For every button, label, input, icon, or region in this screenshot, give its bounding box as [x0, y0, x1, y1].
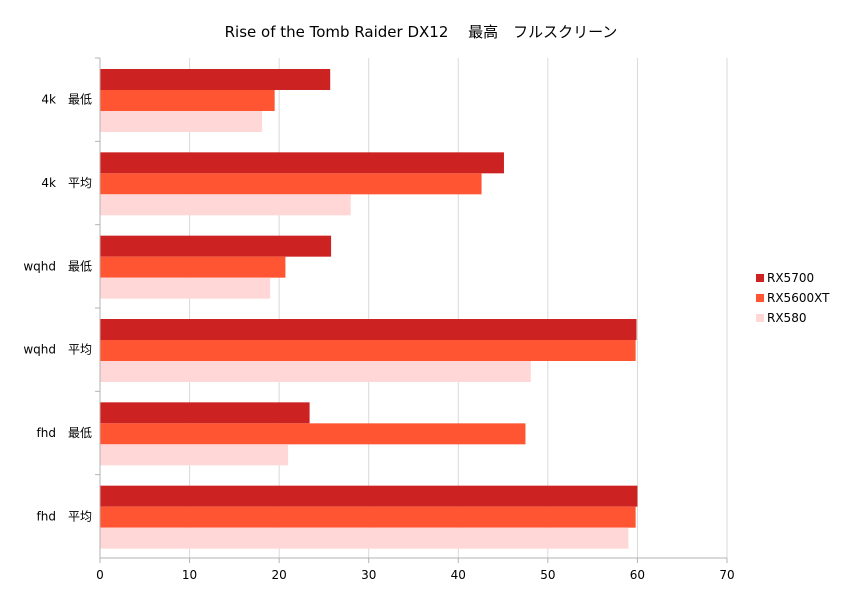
chart-title: Rise of the Tomb Raider DX12 最高 フルスクリーン	[225, 23, 618, 41]
bar-rx5600xt	[100, 340, 636, 361]
legend-label: RX5600XT	[767, 291, 830, 305]
legend-label: RX580	[767, 311, 806, 325]
bar-rx5600xt	[100, 173, 482, 195]
legend-swatch	[756, 294, 764, 302]
bars	[100, 69, 638, 549]
bar-rx5600xt	[100, 423, 526, 445]
y-tick-label: 4k 最低	[41, 93, 92, 107]
bar-rx5700	[100, 235, 332, 257]
y-tick-label: wqhd 平均	[23, 343, 92, 357]
y-tick-label: 4k 平均	[41, 176, 92, 190]
bar-rx580	[100, 361, 531, 382]
x-tick-label: 0	[96, 568, 104, 582]
bar-rx580	[100, 527, 629, 549]
y-tick-label: fhd 平均	[37, 509, 92, 523]
x-tick-label: 60	[630, 568, 645, 582]
legend-swatch	[756, 274, 764, 282]
x-tick-label: 20	[272, 568, 287, 582]
bar-rx5700	[100, 319, 637, 340]
x-tick-label: 50	[540, 568, 555, 582]
bar-rx5700	[100, 485, 638, 507]
legend: RX5700 RX5600XT RX580	[756, 271, 830, 325]
bar-rx5700	[100, 69, 331, 90]
x-tick-label: 30	[361, 568, 376, 582]
bar-rx580	[100, 277, 271, 299]
grid-lines	[189, 58, 728, 558]
axes: 0 10 20 30 40 50 60 70 4k 最低 4k 平均 wqhd 最低 wqhd 平均 f…	[23, 57, 735, 582]
bar-rx5700	[100, 402, 310, 424]
legend-swatch	[756, 314, 764, 322]
y-tick-label: wqhd 最低	[23, 259, 92, 273]
bar-rx5600xt	[100, 90, 275, 111]
bar-rx5600xt	[100, 506, 636, 528]
bar-rx5600xt	[100, 256, 286, 278]
y-tick-label: fhd 最低	[37, 426, 92, 440]
legend-label: RX5700	[767, 271, 814, 285]
x-tick-label: 70	[719, 568, 734, 582]
bar-rx580	[100, 194, 351, 216]
bar-rx580	[100, 111, 263, 132]
x-tick-label: 10	[182, 568, 197, 582]
x-tick-label: 40	[451, 568, 466, 582]
bar-rx580	[100, 444, 289, 466]
bar-rx5700	[100, 152, 504, 174]
